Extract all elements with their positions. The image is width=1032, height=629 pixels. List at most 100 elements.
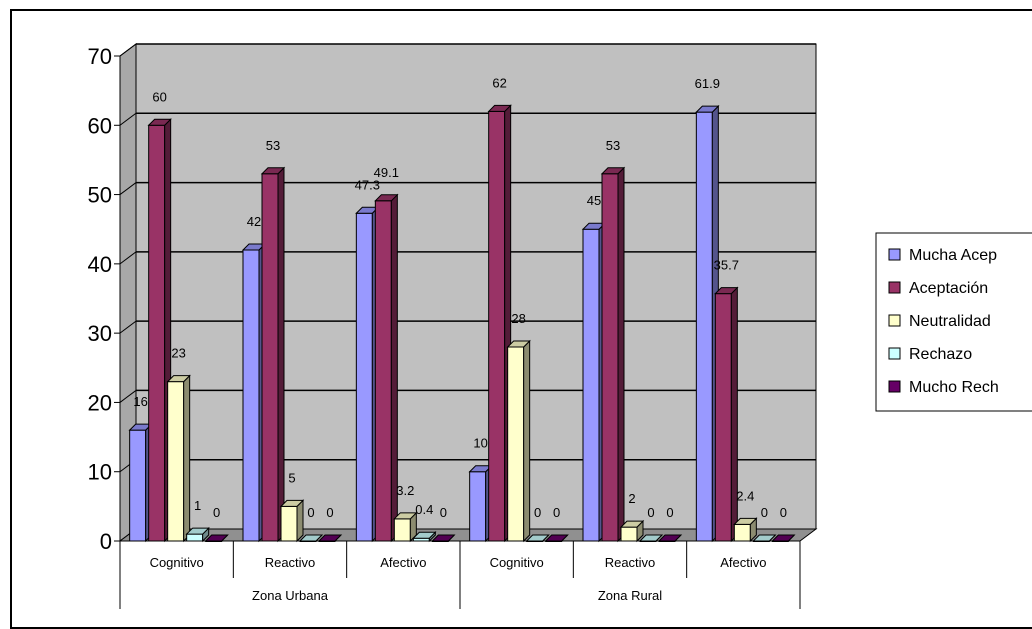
bar xyxy=(186,533,204,542)
y-tick-label: 70 xyxy=(88,44,112,69)
data-label: 1 xyxy=(194,498,201,513)
bar-top xyxy=(733,517,758,525)
data-label: 3.2 xyxy=(396,483,414,498)
data-label: 0 xyxy=(780,505,787,520)
bar xyxy=(280,505,298,542)
data-label: 0.4 xyxy=(415,502,433,517)
legend-swatch xyxy=(888,347,901,360)
data-label: 53 xyxy=(606,138,620,153)
data-label: 0 xyxy=(666,505,673,520)
data-label: 60 xyxy=(152,89,166,104)
bar xyxy=(714,293,732,542)
bar-top xyxy=(166,375,191,383)
bar xyxy=(261,173,279,542)
data-label: 0 xyxy=(761,505,768,520)
bar xyxy=(167,381,185,542)
data-label: 0 xyxy=(440,505,447,520)
data-label: 61.9 xyxy=(695,76,720,91)
data-label: 16 xyxy=(133,394,147,409)
bar xyxy=(355,212,373,542)
data-label: 53 xyxy=(266,138,280,153)
y-tick-label: 60 xyxy=(88,113,112,138)
bar-top xyxy=(619,520,645,528)
bar xyxy=(620,526,638,542)
data-label: 10 xyxy=(473,436,487,451)
gridline-side xyxy=(119,251,137,265)
data-label: 0 xyxy=(647,505,654,520)
gridline-side xyxy=(119,112,137,126)
data-label: 23 xyxy=(171,346,185,361)
bar-top xyxy=(695,105,720,113)
bar xyxy=(695,111,713,542)
y-tick-label: 50 xyxy=(88,183,112,208)
category-label: Afectivo xyxy=(720,555,766,570)
legend-swatch xyxy=(888,380,901,393)
bar-top xyxy=(487,104,512,112)
category-label: Cognitivo xyxy=(490,555,544,570)
y-tick-label: 0 xyxy=(100,529,112,554)
bar-top xyxy=(279,499,305,507)
bar-top xyxy=(374,194,399,202)
data-label: 0 xyxy=(307,505,314,520)
bar-top xyxy=(147,118,172,126)
bar xyxy=(129,429,147,542)
bar xyxy=(733,523,751,542)
bar-side xyxy=(523,339,531,543)
bar xyxy=(601,173,619,542)
legend-swatch xyxy=(888,281,901,294)
bar xyxy=(148,124,166,542)
data-label: 2.4 xyxy=(736,488,754,503)
data-label: 28 xyxy=(511,311,525,326)
legend-label: Mucha Acep xyxy=(909,247,997,264)
category-label: Reactivo xyxy=(605,555,656,570)
data-label: 0 xyxy=(213,505,220,520)
y-tick-label: 40 xyxy=(88,252,112,277)
data-label: 45 xyxy=(587,193,601,208)
gridline-side xyxy=(119,390,137,403)
legend-swatch xyxy=(888,248,901,261)
bar-side xyxy=(183,374,191,543)
data-label: 49.1 xyxy=(374,165,399,180)
gridline-side xyxy=(119,320,137,334)
category-label: Cognitivo xyxy=(150,555,204,570)
bar-top xyxy=(260,167,286,175)
bar-side xyxy=(296,499,304,543)
legend-label: Rechazo xyxy=(909,346,972,363)
legend-label: Aceptación xyxy=(909,280,988,297)
legend-label: Neutralidad xyxy=(909,313,991,330)
legend-swatch xyxy=(888,314,901,327)
bar-side xyxy=(277,166,285,543)
bar xyxy=(507,346,525,542)
bar xyxy=(582,228,600,542)
bar-top xyxy=(600,167,626,175)
data-label: 0 xyxy=(553,505,560,520)
data-label: 5 xyxy=(288,470,295,485)
data-label: 42 xyxy=(247,214,261,229)
legend-box xyxy=(875,232,1032,412)
category-label: Afectivo xyxy=(380,555,426,570)
bar-top xyxy=(393,512,418,520)
group-label: Zona Urbana xyxy=(252,588,329,603)
y-tick-label: 20 xyxy=(88,390,112,415)
data-label: 35.7 xyxy=(714,258,739,273)
bar-top xyxy=(506,340,531,348)
bar xyxy=(374,200,392,542)
bar xyxy=(469,471,487,542)
gridline-side xyxy=(119,43,137,57)
y-tick-label: 30 xyxy=(88,321,112,346)
legend-label: Mucho Rech xyxy=(909,379,999,396)
gridline-side xyxy=(119,182,137,195)
data-label: 47.3 xyxy=(355,177,380,192)
category-label: Reactivo xyxy=(265,555,316,570)
bar-top xyxy=(185,527,210,535)
group-label: Zona Rural xyxy=(598,588,662,603)
data-label: 62 xyxy=(492,75,506,90)
bar-side xyxy=(617,166,625,543)
bar xyxy=(242,249,260,542)
bar xyxy=(488,110,506,542)
data-label: 2 xyxy=(628,491,635,506)
y-tick-label: 10 xyxy=(88,460,112,485)
bar-top xyxy=(714,287,739,295)
bar-top xyxy=(412,531,437,539)
